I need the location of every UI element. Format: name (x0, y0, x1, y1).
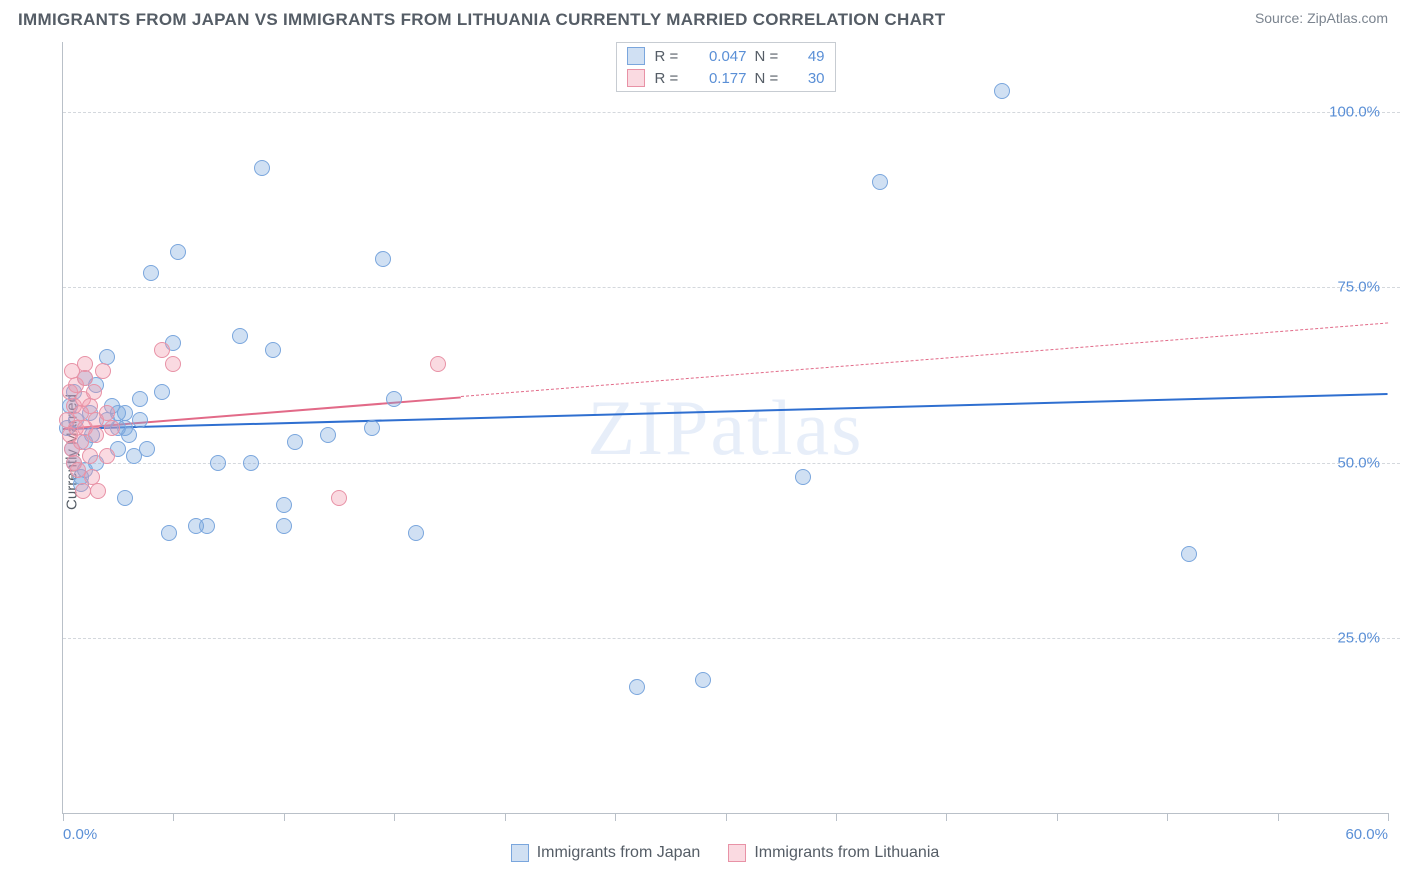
gridline (63, 287, 1400, 288)
trend-line (63, 392, 1388, 429)
x-tick (505, 813, 506, 821)
x-tick (63, 813, 64, 821)
x-tick (615, 813, 616, 821)
x-tick-label: 0.0% (63, 826, 97, 843)
data-point (430, 356, 446, 372)
data-point (994, 83, 1010, 99)
x-tick (946, 813, 947, 821)
data-point (104, 420, 120, 436)
data-point (795, 469, 811, 485)
x-tick (173, 813, 174, 821)
legend-swatch (627, 69, 645, 87)
x-tick (394, 813, 395, 821)
data-point (88, 427, 104, 443)
trend-line (460, 322, 1388, 397)
data-point (117, 490, 133, 506)
legend-text: R = (655, 70, 687, 87)
data-point (143, 265, 159, 281)
legend-series: Immigrants from Japan Immigrants from Lit… (62, 844, 1388, 862)
data-point (95, 363, 111, 379)
source-label: Source: ZipAtlas.com (1255, 10, 1388, 26)
gridline (63, 112, 1400, 113)
x-tick (836, 813, 837, 821)
data-point (139, 441, 155, 457)
x-tick (1167, 813, 1168, 821)
data-point (82, 448, 98, 464)
data-point (117, 405, 133, 421)
x-tick (1388, 813, 1389, 821)
data-point (386, 391, 402, 407)
data-point (161, 525, 177, 541)
legend-item: Immigrants from Japan (511, 844, 701, 862)
data-point (364, 420, 380, 436)
gridline (63, 463, 1400, 464)
data-point (276, 497, 292, 513)
y-tick-label: 100.0% (1329, 104, 1380, 121)
legend-text: 0.177 (695, 70, 747, 87)
legend-text: N = (755, 48, 787, 65)
data-point (695, 672, 711, 688)
legend-correlation: R = 0.047 N = 49 R = 0.177 N = 30 (616, 42, 836, 92)
data-point (232, 328, 248, 344)
data-point (276, 518, 292, 534)
data-point (75, 483, 91, 499)
data-point (1181, 546, 1197, 562)
legend-swatch (511, 844, 529, 862)
legend-swatch (728, 844, 746, 862)
y-tick-label: 75.0% (1337, 279, 1380, 296)
data-point (629, 679, 645, 695)
chart-container: Currently Married ZIPatlas R =0.047N =49… (18, 42, 1388, 862)
legend-swatch (627, 47, 645, 65)
data-point (210, 455, 226, 471)
legend-text: 30 (795, 70, 825, 87)
legend-item: Immigrants from Lithuania (728, 844, 939, 862)
chart-title: IMMIGRANTS FROM JAPAN VS IMMIGRANTS FROM… (18, 10, 945, 30)
legend-text: R = (655, 48, 687, 65)
x-tick (1057, 813, 1058, 821)
legend-text: 0.047 (695, 48, 747, 65)
data-point (154, 342, 170, 358)
data-point (170, 244, 186, 260)
data-point (121, 427, 137, 443)
data-point (199, 518, 215, 534)
data-point (254, 160, 270, 176)
data-point (265, 342, 281, 358)
data-point (331, 490, 347, 506)
legend-text: N = (755, 70, 787, 87)
data-point (165, 356, 181, 372)
x-tick (1278, 813, 1279, 821)
data-point (90, 483, 106, 499)
data-point (86, 384, 102, 400)
watermark: ZIPatlas (588, 383, 864, 473)
data-point (77, 356, 93, 372)
data-point (154, 384, 170, 400)
data-point (99, 448, 115, 464)
legend-text: 49 (795, 48, 825, 65)
legend-label: Immigrants from Japan (537, 844, 701, 862)
data-point (243, 455, 259, 471)
data-point (287, 434, 303, 450)
data-point (132, 391, 148, 407)
data-point (320, 427, 336, 443)
data-point (872, 174, 888, 190)
y-tick-label: 50.0% (1337, 454, 1380, 471)
data-point (132, 412, 148, 428)
data-point (408, 525, 424, 541)
gridline (63, 638, 1400, 639)
y-tick-label: 25.0% (1337, 629, 1380, 646)
data-point (375, 251, 391, 267)
plot-area: ZIPatlas R = 0.047 N = 49 R = 0.177 N = 30 25.0… (62, 42, 1388, 814)
x-tick (726, 813, 727, 821)
x-tick-label: 60.0% (1345, 826, 1388, 843)
legend-label: Immigrants from Lithuania (754, 844, 939, 862)
x-tick (284, 813, 285, 821)
